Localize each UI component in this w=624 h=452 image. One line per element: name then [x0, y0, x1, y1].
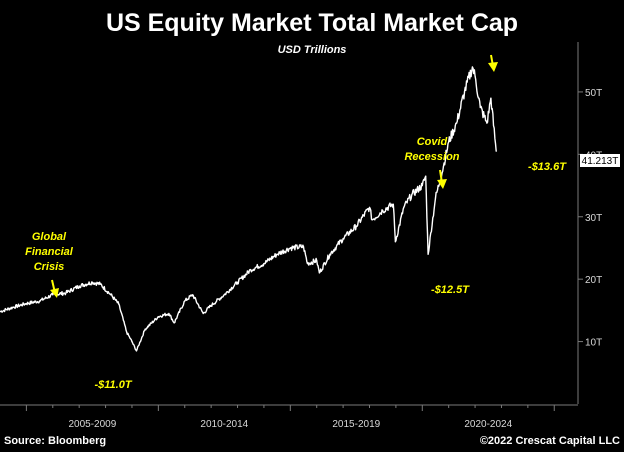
series-point [490, 97, 492, 99]
peak-arrow-icon [488, 54, 498, 72]
covid-annotation: Covid Recession -$12.5T [404, 136, 470, 296]
chart-title: US Equity Market Total Market Cap [106, 9, 518, 37]
series-point [210, 304, 212, 306]
series-point [236, 281, 239, 283]
series-point [110, 294, 112, 296]
series-point [371, 219, 373, 221]
series-point [495, 150, 497, 152]
series-point [306, 262, 309, 265]
series-point [455, 122, 458, 124]
series-point [144, 328, 146, 330]
series-point [173, 322, 175, 324]
covid-arrow-icon [437, 169, 447, 189]
series-point [342, 238, 344, 240]
series-point [427, 253, 429, 255]
series-point [38, 300, 41, 302]
last-value-box [580, 154, 620, 167]
series-point [65, 292, 67, 294]
series-point [250, 269, 252, 271]
peak-annotation: -$13.6T [488, 54, 567, 173]
series-point [471, 66, 474, 68]
x-period-label: 2020-2024 [464, 419, 512, 430]
source-note: Source: Bloomberg [4, 435, 106, 447]
x-period-label: 2005-2009 [68, 419, 116, 430]
gfc-label-line3: Crisis [34, 261, 65, 273]
y-tick-label: 50T [585, 88, 602, 99]
series-point [368, 206, 371, 208]
series-point [403, 206, 405, 208]
series-point [318, 272, 320, 274]
covid-label-line1: Covid [417, 136, 448, 148]
series-point [202, 312, 204, 315]
series-point [157, 316, 159, 318]
series-point [316, 259, 318, 262]
series-point [329, 253, 331, 255]
series-point [448, 141, 450, 143]
series-point [223, 294, 225, 296]
gfc-arrow-icon [50, 279, 59, 298]
series-point [394, 241, 396, 243]
series-point [192, 294, 194, 296]
series-point [442, 166, 444, 168]
series-point [425, 175, 427, 177]
series-point [421, 184, 423, 187]
series-point [25, 302, 27, 305]
series-point [382, 209, 384, 212]
x-period-label: 2010-2014 [200, 419, 248, 430]
copyright-note: ©2022 Crescat Capital LLC [480, 435, 620, 447]
series-point [276, 253, 278, 255]
x-period-label: 2015-2019 [332, 419, 380, 430]
series-point [289, 247, 291, 249]
series-point [99, 283, 101, 285]
series-point [434, 197, 437, 199]
gfc-drop-label: -$11.0T [94, 379, 132, 391]
series-point [131, 340, 133, 343]
series-point [302, 246, 305, 248]
last-value-tag: 41.213T [580, 154, 620, 167]
y-tick-label: 20T [585, 275, 602, 286]
market-cap-series-line [0, 66, 497, 352]
series-point [486, 122, 488, 124]
series-point [12, 306, 14, 308]
series-point [91, 281, 93, 283]
y-axis: 10T20T30T40T50T [577, 42, 602, 404]
y-tick-label: 30T [585, 213, 602, 224]
series-point [392, 203, 394, 205]
series-point [463, 91, 466, 93]
series-point [355, 225, 357, 227]
gfc-annotation: Global Financial Crisis -$11.0T [25, 231, 133, 391]
recent-drop-label: -$13.6T [528, 161, 567, 173]
series-point [168, 312, 170, 315]
chart-subtitle: USD Trillions [278, 44, 347, 56]
series-point [0, 311, 1, 313]
series-point [135, 350, 138, 352]
series-point [118, 303, 120, 305]
series-point [263, 262, 265, 265]
y-tick-label: 10T [585, 338, 602, 349]
covid-label-line2: Recession [404, 151, 459, 163]
gfc-label-line2: Financial [25, 246, 74, 258]
series-point [479, 106, 481, 109]
x-axis: 2005-2009 2010-2014 2015-2019 2020-2024 [0, 404, 578, 430]
covid-drop-label: -$12.5T [431, 284, 470, 296]
series-point [52, 294, 54, 296]
series-point [78, 285, 80, 287]
series-point [184, 300, 186, 302]
plot-area [0, 66, 497, 352]
series-point [474, 75, 476, 77]
series-point [126, 331, 128, 333]
last-value-label: 41.213T [582, 156, 619, 167]
gfc-label-line1: Global [32, 231, 67, 243]
series-point [411, 194, 413, 196]
